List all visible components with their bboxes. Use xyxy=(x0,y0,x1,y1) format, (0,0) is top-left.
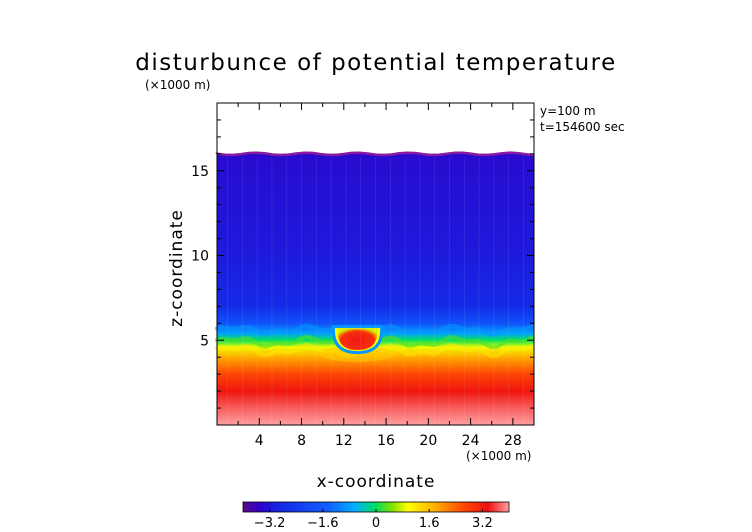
x-axis-unit-label: (×1000 m) xyxy=(466,449,531,463)
x-tick-label: 8 xyxy=(297,433,306,449)
colorbar-tick-label: 1.6 xyxy=(419,516,440,531)
x-tick-label: 24 xyxy=(462,433,480,449)
x-tick-label: 20 xyxy=(419,433,437,449)
x-axis-label: x-coordinate xyxy=(317,472,436,492)
colorbar: −3.2 −1.6 0 1.6 3.2 xyxy=(242,501,510,531)
x-tick-label: 16 xyxy=(377,433,395,449)
axis-unit-label: (×1000 m) xyxy=(145,78,210,92)
colorbar-tick-label: −3.2 xyxy=(254,516,286,531)
field-top-boundary xyxy=(215,151,535,157)
x-tick-label: 12 xyxy=(335,433,353,449)
x-tick-label: 28 xyxy=(504,433,522,449)
annotation-y: y=100 m xyxy=(540,104,596,118)
x-tick-label: 4 xyxy=(255,433,264,449)
y-tick-label: 15 xyxy=(191,164,209,180)
y-axis-label: z-coordinate xyxy=(167,209,187,327)
colorbar-tick-label: 0 xyxy=(372,516,380,531)
plot-frame xyxy=(216,102,535,426)
y-tick-label: 5 xyxy=(200,333,209,349)
colorbar-tick-label: −1.6 xyxy=(307,516,339,531)
warm-anomaly xyxy=(337,328,378,351)
annotation-time: t=154600 sec xyxy=(540,120,625,134)
colorbar-tick-label: 3.2 xyxy=(472,516,493,531)
temperature-field xyxy=(217,153,534,425)
heatmap-field xyxy=(215,151,535,425)
y-tick-label: 10 xyxy=(191,249,209,265)
chart-title: disturbunce of potential temperature xyxy=(135,50,617,76)
axis-ticks: 4 8 12 16 20 24 28 5 10 15 xyxy=(191,103,534,449)
